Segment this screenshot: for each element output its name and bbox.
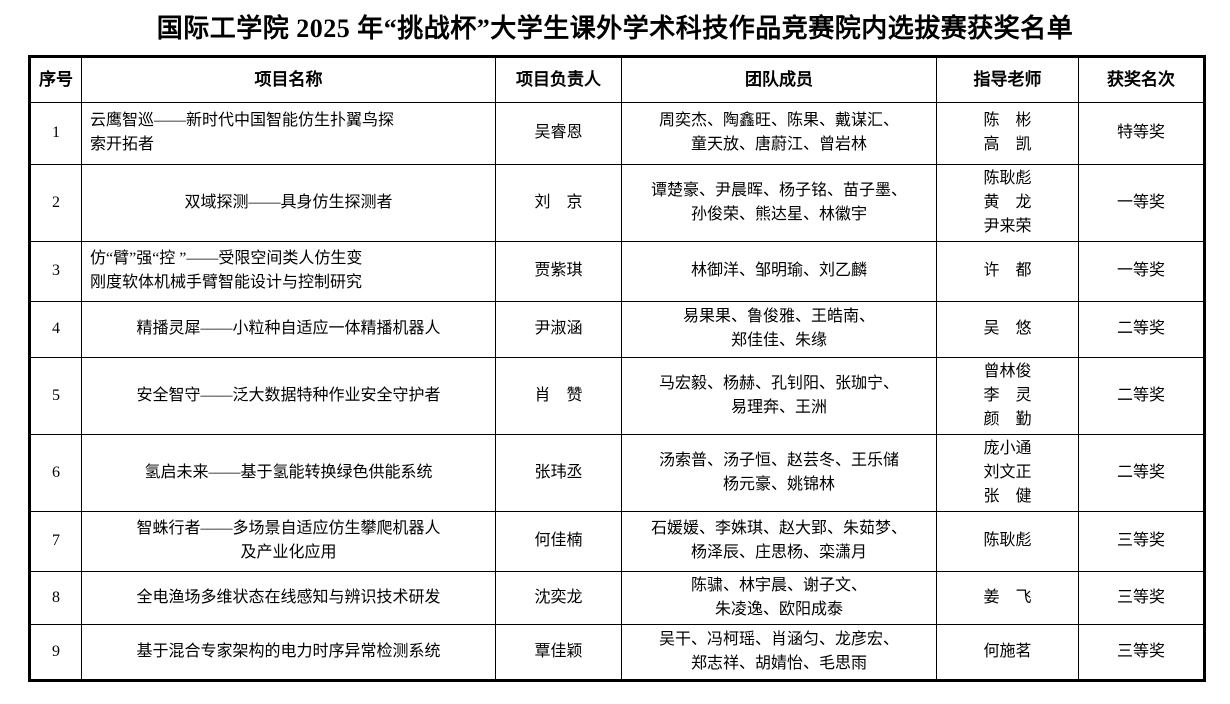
table-row: 5 安全智守——泛大数据特种作业安全守护者 肖 赞 马宏毅、杨赫、孔钊阳、张珈宁… (29, 356, 1205, 435)
cell-award: 三等奖 (1078, 510, 1205, 572)
table-row: 3 仿“臂”强“控 ”——受限空间类人仿生变 刚度软体机械手臂智能设计与控制研究… (29, 240, 1205, 302)
cell-leader: 张玮丞 (495, 433, 622, 512)
table-row: 8 全电渔场多维状态在线感知与辨识技术研发 沈奕龙 陈骕、林宇晨、谢子文、 朱凌… (29, 570, 1205, 625)
cell-members: 林御洋、邹明瑜、刘乙麟 (621, 240, 937, 302)
cell-advisor: 陈耿彪 黄 龙 尹来荣 (936, 163, 1079, 242)
column-header-advisor: 指导老师 (936, 55, 1079, 103)
cell-award: 三等奖 (1078, 623, 1205, 681)
cell-members: 陈骕、林宇晨、谢子文、 朱凌逸、欧阳成泰 (621, 570, 937, 625)
cell-project: 氢启未来——基于氢能转换绿色供能系统 (81, 433, 496, 512)
cell-leader: 贾紫琪 (495, 240, 622, 302)
award-table: 序号 项目名称 项目负责人 团队成员 指导老师 获奖名次 1 云鹰智巡——新时代… (28, 54, 1206, 682)
cell-advisor: 姜 飞 (936, 570, 1079, 625)
cell-members: 汤索普、汤子恒、赵芸冬、王乐储 杨元豪、姚锦林 (621, 433, 937, 512)
cell-award: 三等奖 (1078, 570, 1205, 625)
table-row: 7 智蛛行者——多场景自适应仿生攀爬机器人 及产业化应用 何佳楠 石媛媛、李姝琪… (29, 510, 1205, 572)
table-row: 9 基于混合专家架构的电力时序异常检测系统 覃佳颖 吴干、冯柯瑶、肖涵匀、龙彦宏… (29, 623, 1205, 681)
cell-members: 马宏毅、杨赫、孔钊阳、张珈宁、 易理奔、王洲 (621, 356, 937, 435)
table-row: 4 精播灵犀——小粒种自适应一体精播机器人 尹淑涵 易果果、鲁俊雅、王皓南、 郑… (29, 300, 1205, 358)
cell-advisor: 曾林俊 李 灵 颜 勤 (936, 356, 1079, 435)
table-row: 6 氢启未来——基于氢能转换绿色供能系统 张玮丞 汤索普、汤子恒、赵芸冬、王乐储… (29, 433, 1205, 512)
cell-leader: 尹淑涵 (495, 300, 622, 358)
cell-leader: 何佳楠 (495, 510, 622, 572)
cell-members: 吴干、冯柯瑶、肖涵匀、龙彦宏、 郑志祥、胡婧怡、毛思雨 (621, 623, 937, 681)
cell-project: 基于混合专家架构的电力时序异常检测系统 (81, 623, 496, 681)
column-header-index: 序号 (29, 55, 82, 103)
cell-index: 3 (29, 240, 82, 302)
cell-project: 仿“臂”强“控 ”——受限空间类人仿生变 刚度软体机械手臂智能设计与控制研究 (81, 240, 496, 302)
page-title: 国际工学院 2025 年“挑战杯”大学生课外学术科技作品竞赛院内选拔赛获奖名单 (156, 14, 1074, 43)
cell-award: 二等奖 (1078, 356, 1205, 435)
cell-project: 智蛛行者——多场景自适应仿生攀爬机器人 及产业化应用 (81, 510, 496, 572)
cell-index: 5 (29, 356, 82, 435)
cell-award: 二等奖 (1078, 300, 1205, 358)
cell-advisor: 陈耿彪 (936, 510, 1079, 572)
cell-award: 一等奖 (1078, 163, 1205, 242)
column-header-award: 获奖名次 (1078, 55, 1205, 103)
cell-advisor: 陈 彬 高 凯 (936, 101, 1079, 165)
cell-project: 安全智守——泛大数据特种作业安全守护者 (81, 356, 496, 435)
cell-leader: 肖 赞 (495, 356, 622, 435)
cell-leader: 吴睿恩 (495, 101, 622, 165)
table-row: 2 双域探测——具身仿生探测者 刘 京 谭楚豪、尹晨晖、杨子铭、苗子墨、 孙俊荣… (29, 163, 1205, 242)
column-header-members: 团队成员 (621, 55, 937, 103)
table-body: 1 云鹰智巡——新时代中国智能仿生扑翼鸟探 索开拓者 吴睿恩 周奕杰、陶鑫旺、陈… (29, 101, 1205, 681)
cell-leader: 覃佳颖 (495, 623, 622, 681)
cell-advisor: 吴 悠 (936, 300, 1079, 358)
cell-advisor: 何施茗 (936, 623, 1079, 681)
cell-award: 一等奖 (1078, 240, 1205, 302)
cell-index: 6 (29, 433, 82, 512)
cell-leader: 沈奕龙 (495, 570, 622, 625)
cell-leader: 刘 京 (495, 163, 622, 242)
cell-members: 易果果、鲁俊雅、王皓南、 郑佳佳、朱缘 (621, 300, 937, 358)
cell-index: 1 (29, 101, 82, 165)
cell-index: 7 (29, 510, 82, 572)
column-header-leader: 项目负责人 (495, 55, 622, 103)
cell-index: 8 (29, 570, 82, 625)
cell-advisor: 许 都 (936, 240, 1079, 302)
cell-members: 石媛媛、李姝琪、赵大郢、朱茹梦、 杨泽辰、庄思杨、栾潇月 (621, 510, 937, 572)
table-header: 序号 项目名称 项目负责人 团队成员 指导老师 获奖名次 (29, 55, 1205, 103)
cell-project: 云鹰智巡——新时代中国智能仿生扑翼鸟探 索开拓者 (81, 101, 496, 165)
table-row: 1 云鹰智巡——新时代中国智能仿生扑翼鸟探 索开拓者 吴睿恩 周奕杰、陶鑫旺、陈… (29, 101, 1205, 165)
cell-project: 精播灵犀——小粒种自适应一体精播机器人 (81, 300, 496, 358)
column-header-project: 项目名称 (81, 55, 496, 103)
cell-project: 双域探测——具身仿生探测者 (81, 163, 496, 242)
cell-index: 2 (29, 163, 82, 242)
cell-award: 特等奖 (1078, 101, 1205, 165)
cell-project: 全电渔场多维状态在线感知与辨识技术研发 (81, 570, 496, 625)
cell-members: 周奕杰、陶鑫旺、陈果、戴谋汇、 童天放、唐蔚江、曾岩林 (621, 101, 937, 165)
cell-index: 9 (29, 623, 82, 681)
table-header-row: 序号 项目名称 项目负责人 团队成员 指导老师 获奖名次 (29, 55, 1205, 103)
cell-advisor: 庞小通 刘文正 张 健 (936, 433, 1079, 512)
cell-members: 谭楚豪、尹晨晖、杨子铭、苗子墨、 孙俊荣、熊达星、林徽宇 (621, 163, 937, 242)
cell-index: 4 (29, 300, 82, 358)
cell-award: 二等奖 (1078, 433, 1205, 512)
